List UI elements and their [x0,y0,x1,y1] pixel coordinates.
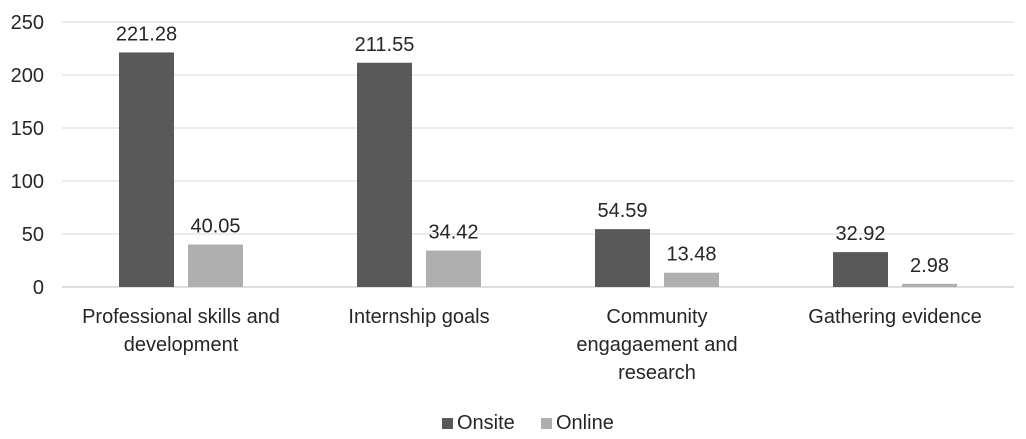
legend-label: Onsite [457,412,515,434]
y-tick-label: 150 [11,118,44,140]
y-tick-label: 250 [11,12,44,34]
data-label: 221.28 [116,23,177,45]
category-label: Professional skills and [82,306,280,328]
bar-onsite [595,229,650,287]
y-tick-label: 50 [22,224,44,246]
bar-online [426,250,481,287]
data-label: 13.48 [666,244,716,266]
y-tick-label: 100 [11,171,44,193]
category-label: engagaement and [576,334,737,356]
bar-online [664,272,719,287]
y-tick-label: 0 [33,277,44,299]
legend-label: Online [556,412,614,434]
category-label: Gathering evidence [808,306,981,328]
category-label: development [124,334,239,356]
category-labels: Professional skills and development Intern… [82,306,982,384]
y-axis-ticks: 0 50 100 150 200 250 [11,12,44,299]
legend-swatch-onsite [442,418,453,429]
data-label: 211.55 [355,34,415,56]
bar-onsite [833,252,888,287]
bar-online [902,283,957,287]
bars [119,52,957,287]
data-label: 40.05 [190,216,240,238]
bar-onsite [357,62,412,287]
category-label: Internship goals [348,306,489,328]
y-tick-label: 200 [11,65,44,87]
data-labels: 221.28 40.05 211.55 34.42 54.59 13.48 32.92 2.9… [116,23,949,276]
data-label: 54.59 [597,200,647,222]
legend-swatch-online [541,418,552,429]
legend: Onsite Online [442,412,614,434]
category-label: research [618,362,696,384]
bar-online [188,244,243,287]
bar-onsite [119,52,174,287]
data-label: 34.42 [428,222,478,244]
data-label: 32.92 [835,223,885,245]
category-label: Community [606,306,707,328]
data-label: 2.98 [910,255,949,277]
